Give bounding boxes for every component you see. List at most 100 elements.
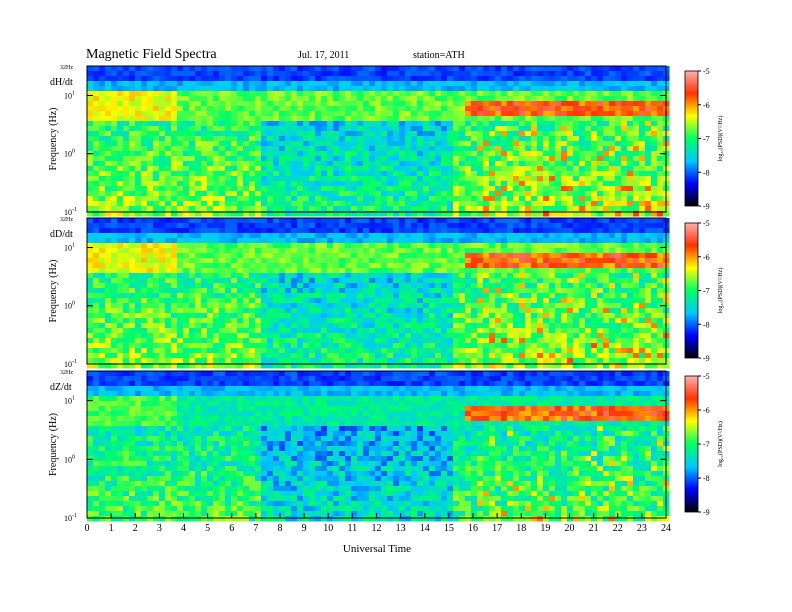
spectrogram-cell (249, 283, 256, 289)
spectrogram-cell (339, 363, 346, 369)
spectrogram-cell (315, 298, 322, 304)
spectrogram-cell (261, 308, 268, 314)
spectrogram-cell (267, 253, 274, 259)
spectrogram-cell (135, 273, 142, 279)
spectrogram-cell (633, 196, 640, 202)
spectrogram-cell (159, 91, 166, 97)
spectrogram-cell (159, 96, 166, 102)
spectrogram-cell (393, 363, 400, 369)
spectrogram-cell (159, 106, 166, 112)
spectrogram-cell (609, 191, 616, 197)
spectrogram-cell (201, 141, 208, 147)
spectrogram-cell (333, 318, 340, 324)
spectrogram-cell (261, 293, 268, 299)
spectrogram-cell (615, 81, 622, 87)
spectrogram-cell (381, 268, 388, 274)
spectrogram-cell (543, 121, 550, 127)
spectrogram-cell (297, 248, 304, 254)
spectrogram-cell (435, 181, 442, 187)
spectrogram-cell (327, 101, 334, 107)
spectrogram-cell (417, 86, 424, 92)
spectrogram-cell (99, 358, 106, 364)
spectrogram-cell (639, 81, 646, 87)
spectrogram-cell (339, 176, 346, 182)
spectrogram-cell (501, 156, 508, 162)
spectrogram-cell (261, 186, 268, 192)
spectrogram-cell (339, 86, 346, 92)
spectrogram-cell (453, 313, 460, 319)
spectrogram-cell (261, 358, 268, 364)
spectrogram-cell (489, 223, 496, 229)
spectrogram-cell (291, 353, 298, 359)
colorbar (684, 70, 699, 207)
spectrogram-cell (195, 171, 202, 177)
spectrogram-cell (423, 66, 430, 72)
spectrogram-cell (285, 186, 292, 192)
spectrogram-cell (645, 101, 652, 107)
spectrogram-cell (477, 243, 484, 249)
spectrogram-cell (159, 273, 166, 279)
spectrogram-cell (417, 333, 424, 339)
spectrogram-cell (555, 141, 562, 147)
spectrogram-cell (513, 191, 520, 197)
spectrogram-cell (303, 273, 310, 279)
spectrogram-cell (585, 201, 592, 207)
spectrogram-cell (549, 191, 556, 197)
spectrogram-cell (549, 186, 556, 192)
spectrogram-cell (363, 66, 370, 72)
spectrogram-cell (387, 258, 394, 264)
spectrogram-cell (309, 186, 316, 192)
spectrogram-cell (147, 71, 154, 77)
spectrogram-cell (399, 81, 406, 87)
spectrogram-cell (135, 76, 142, 82)
spectrogram-cell (243, 96, 250, 102)
spectrogram-cell (657, 111, 664, 117)
spectrogram-cell (453, 211, 460, 217)
spectrogram-cell (327, 283, 334, 289)
spectrogram-cell (273, 121, 280, 127)
spectrogram-cell (87, 111, 94, 117)
spectrogram-cell (351, 348, 358, 354)
spectrogram-cell (123, 86, 130, 92)
spectrogram-cell (531, 211, 538, 217)
spectrogram-cell (423, 181, 430, 187)
spectrogram-cell (561, 196, 568, 202)
spectrogram-cell (573, 206, 580, 212)
spectrogram-cell (405, 238, 412, 244)
spectrogram-cell (195, 121, 202, 127)
spectrogram-cell (399, 86, 406, 92)
spectrogram-cell (297, 218, 304, 224)
spectrogram-cell (225, 181, 232, 187)
spectrogram-cell (321, 111, 328, 117)
spectrogram-cell (465, 71, 472, 77)
spectrogram-cell (327, 131, 334, 137)
spectrogram-cell (273, 363, 280, 369)
spectrogram-cell (597, 196, 604, 202)
spectrogram-cell (549, 126, 556, 132)
spectrogram-cell (219, 338, 226, 344)
spectrogram-cell (507, 106, 514, 112)
spectrogram-cell (165, 86, 172, 92)
spectrogram-cell (273, 308, 280, 314)
spectrogram-cell (243, 293, 250, 299)
spectrogram-cell (183, 106, 190, 112)
spectrogram-cell (471, 191, 478, 197)
spectrogram-cell (501, 91, 508, 97)
spectrogram-cell (399, 343, 406, 349)
spectrogram-cell (351, 171, 358, 177)
spectrogram-cell (351, 278, 358, 284)
spectrogram-cell (177, 333, 184, 339)
spectrogram-cell (423, 233, 430, 239)
spectrogram-cell (123, 328, 130, 334)
spectrogram-cell (219, 156, 226, 162)
spectrogram-cell (195, 343, 202, 349)
spectrogram-cell (441, 228, 448, 234)
spectrogram-cell (399, 181, 406, 187)
spectrogram-cell (489, 76, 496, 82)
spectrogram-cell (333, 248, 340, 254)
spectrogram-cell (363, 171, 370, 177)
spectrogram-cell (309, 131, 316, 137)
spectrogram-cell (657, 116, 664, 122)
spectrogram-cell (99, 218, 106, 224)
spectrogram-cell (471, 206, 478, 212)
